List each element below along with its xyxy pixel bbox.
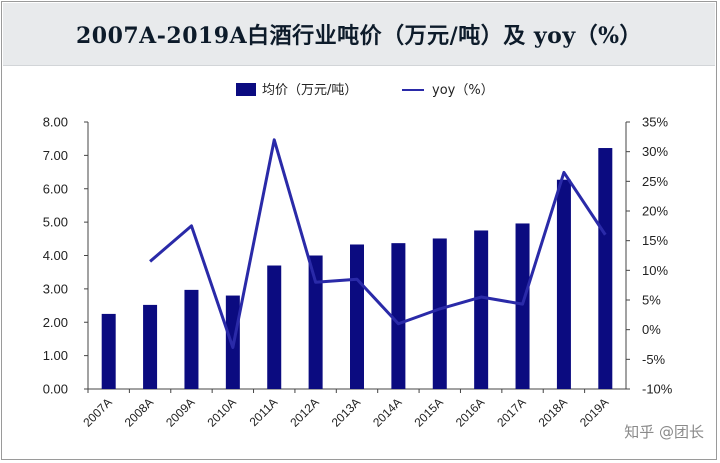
left-tick-label: 7.00 [43,148,68,163]
right-tick-label: 5% [642,293,661,308]
x-tick-label: 2018A [536,395,570,429]
bar [474,230,489,389]
left-tick-label: 3.00 [43,281,68,296]
x-tick-label: 2008A [122,395,156,429]
bar [308,255,323,389]
left-tick-label: 4.00 [43,248,68,263]
x-tick-label: 2012A [287,395,321,429]
x-tick-label: 2010A [205,395,239,429]
right-tick-label: 30% [642,144,668,159]
bar [267,265,282,389]
bar [184,289,199,389]
bar [432,238,447,389]
legend-line-label: yoy（%） [432,83,494,98]
bar [515,223,530,389]
right-tick-label: 25% [642,174,668,189]
x-tick-label: 2016A [453,395,487,429]
x-tick-label: 2009A [163,395,197,429]
bar [350,244,364,389]
yoy-line [149,138,607,349]
x-tick-label: 2013A [329,395,363,429]
bar [556,179,571,389]
left-tick-label: 5.00 [43,215,68,230]
right-tick-label: -5% [642,352,666,367]
x-tick-label: 2019A [577,395,611,429]
right-tick-label: 15% [642,233,668,248]
watermark-text: 知乎 @团长 [624,423,704,441]
legend-bar-label: 均价（万元/吨） [262,83,357,98]
left-tick-label: 6.00 [43,181,68,196]
left-tick-label: 8.00 [43,115,68,130]
right-tick-label: 20% [642,204,668,219]
left-tick-label: 2.00 [43,315,68,330]
right-tick-label: 10% [642,263,668,278]
x-tick-label: 2007A [80,395,114,429]
left-tick-label: 1.00 [43,348,68,363]
bar [391,243,406,389]
right-tick-label: 0% [642,322,661,337]
title-bar: 2007A-2019A白酒行业吨价（万元/吨）及 yoy（%） [3,3,715,66]
x-tick-label: 2014A [370,395,404,429]
x-tick-label: 2011A [247,395,281,429]
right-tick-label: 35% [642,115,668,130]
bar [143,304,158,389]
legend-bar-swatch [236,83,256,96]
x-tick-label: 2015A [411,395,445,429]
x-tick-label: 2017A [494,395,528,429]
left-tick-label: 0.00 [43,382,68,397]
bar [598,148,613,389]
chart-title: 2007A-2019A白酒行业吨价（万元/吨）及 yoy（%） [75,23,643,49]
bar [101,313,116,389]
right-tick-label: -10% [642,382,673,397]
